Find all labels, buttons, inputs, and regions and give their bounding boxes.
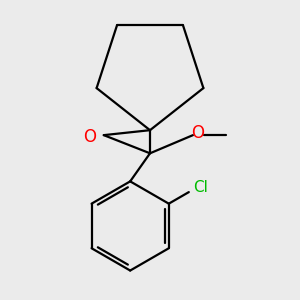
Text: O: O: [191, 124, 204, 142]
Text: O: O: [83, 128, 96, 146]
Text: Cl: Cl: [193, 180, 208, 195]
